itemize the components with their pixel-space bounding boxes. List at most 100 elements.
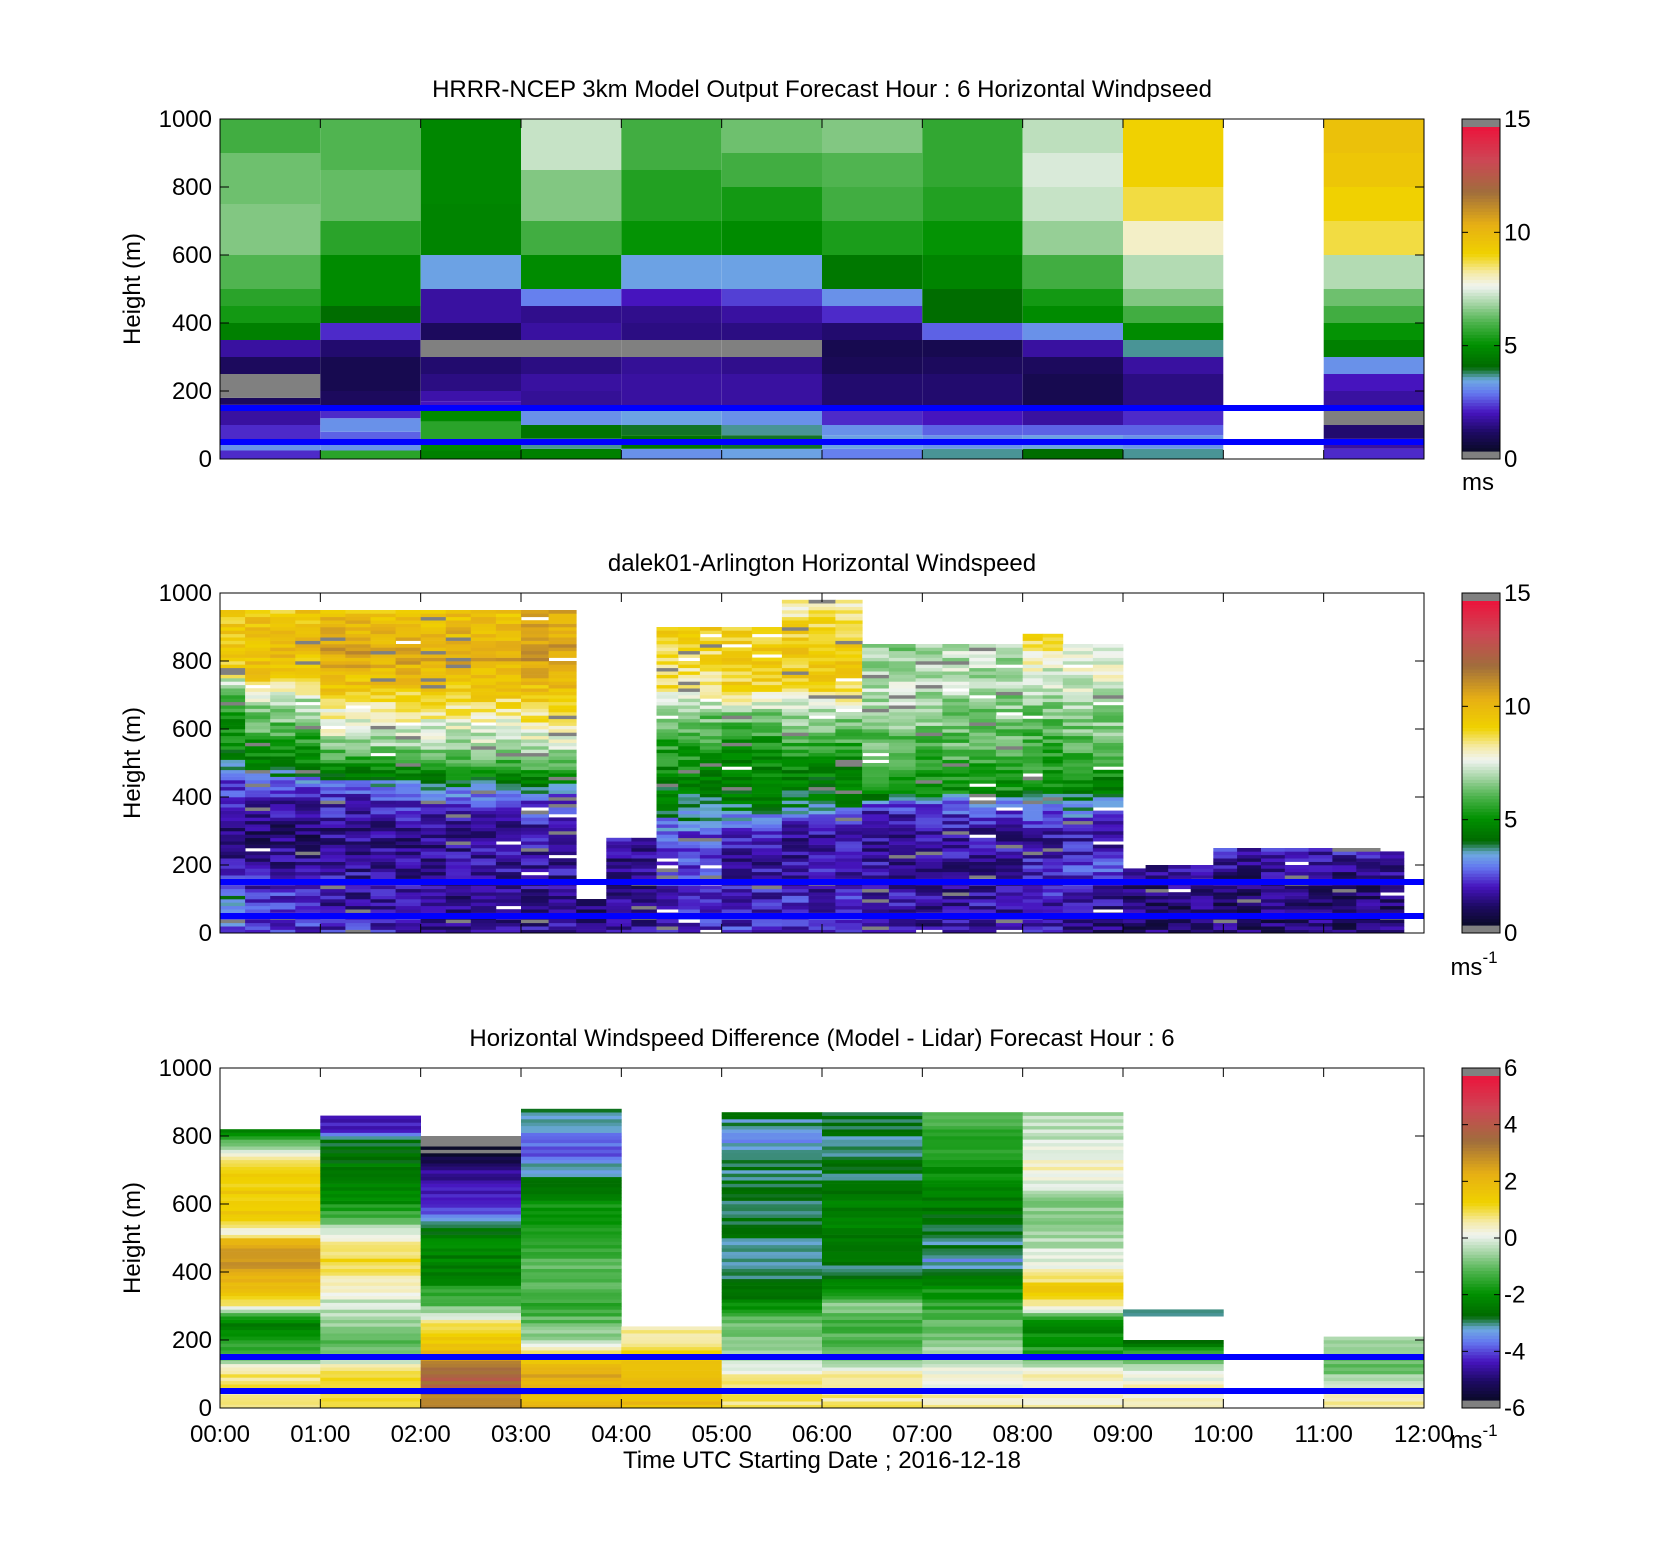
heatmap-cell	[470, 905, 497, 910]
heatmap-cell	[781, 780, 810, 784]
heatmap-cell	[1284, 848, 1309, 852]
heatmap-cell	[922, 1397, 1023, 1402]
colorbar-swatch	[1462, 607, 1500, 612]
heatmap-cell	[548, 837, 577, 842]
heatmap-cell	[922, 1149, 1023, 1154]
heatmap-cell	[721, 793, 753, 798]
heatmap-cell	[495, 868, 522, 873]
heatmap-cell	[1062, 718, 1094, 723]
heatmap-cell	[888, 654, 917, 658]
heatmap-cell	[915, 926, 943, 930]
heatmap-cell	[1168, 885, 1192, 890]
heatmap-cell	[822, 323, 923, 340]
colorbar-swatch	[1462, 438, 1500, 442]
heatmap-cell	[445, 922, 472, 927]
heatmap-cell	[621, 1336, 722, 1341]
heatmap-cell	[835, 725, 863, 730]
heatmap-cell	[1042, 759, 1064, 764]
heatmap-cell	[1237, 858, 1262, 862]
heatmap-cell	[656, 888, 679, 893]
heatmap-cell	[621, 170, 722, 221]
heatmap-cell	[521, 1397, 622, 1402]
heatmap-cell	[1168, 926, 1192, 930]
heatmap-cell	[969, 902, 997, 907]
heatmap-cell	[395, 698, 422, 703]
colorbar-swatch	[1462, 1137, 1500, 1142]
heatmap-cell	[1237, 875, 1262, 879]
heatmap-cell	[395, 729, 422, 733]
heatmap-cell	[320, 909, 346, 913]
heatmap-cells	[220, 119, 1424, 459]
heatmap-cell	[888, 865, 917, 869]
heatmap-cell	[295, 861, 321, 866]
heatmap-cell	[1042, 800, 1064, 805]
colorbar-swatch	[1462, 1263, 1500, 1268]
heatmap-cell	[445, 817, 472, 822]
heatmap-cell	[270, 790, 296, 794]
heatmap-cell	[1062, 708, 1094, 713]
heatmap-cell	[345, 854, 371, 859]
heatmap-cell	[220, 902, 246, 907]
heatmap-cell	[721, 688, 753, 692]
heatmap-cell	[521, 1319, 622, 1324]
heatmap-cell	[420, 1221, 522, 1225]
heatmap-cell	[751, 678, 783, 682]
heatmap-cell	[862, 746, 890, 750]
colorbar-unit-base: ms	[1450, 1427, 1482, 1454]
heatmap-cell	[862, 729, 890, 733]
heatmap-cell	[1092, 885, 1124, 890]
heatmap-cell	[1323, 340, 1424, 357]
heatmap-cell	[699, 899, 722, 903]
colorbar-swatch	[1462, 1357, 1500, 1362]
heatmap-cell	[699, 725, 722, 730]
heatmap-cell	[521, 763, 549, 767]
colorbar-swatch	[1462, 1390, 1500, 1395]
heatmap-cell	[1092, 905, 1124, 910]
heatmap-cell	[295, 841, 321, 845]
heatmap-cell	[420, 323, 521, 340]
heatmap-cell	[678, 684, 701, 689]
heatmap-cell	[922, 1316, 1023, 1320]
heatmap-cell	[1022, 1306, 1124, 1310]
heatmap-cell	[370, 769, 396, 774]
heatmap-cell	[370, 780, 396, 784]
heatmap-cell	[470, 742, 497, 747]
heatmap-cell	[721, 817, 753, 822]
heatmap-cell	[751, 837, 783, 842]
heatmap-cell	[395, 671, 422, 675]
heatmap-cell	[295, 783, 321, 788]
heatmap-cell	[781, 684, 810, 689]
heatmap-cell	[822, 425, 923, 436]
heatmap-cell	[822, 1251, 923, 1256]
heatmap-cell	[495, 637, 522, 641]
heatmap-cell	[1168, 919, 1192, 924]
heatmap-cell	[862, 654, 890, 658]
heatmap-cell	[370, 834, 396, 839]
heatmap-cell	[1022, 1370, 1124, 1375]
heatmap-cell	[370, 926, 396, 930]
heatmap-cell	[420, 1136, 522, 1140]
heatmap-cell	[370, 824, 396, 828]
heatmap-cell	[1123, 408, 1224, 425]
heatmap-cell	[678, 763, 701, 767]
heatmap-cell	[445, 854, 472, 859]
heatmap-cell	[1323, 1363, 1425, 1368]
heatmap-cell	[445, 715, 472, 720]
heatmap-cell	[1168, 895, 1192, 900]
heatmap-cell	[445, 637, 472, 641]
heatmap-cell	[621, 289, 722, 306]
heatmap-cell	[822, 221, 923, 255]
heatmap-cell	[808, 739, 836, 743]
heatmap-cell	[942, 766, 970, 771]
heatmap-cell	[320, 732, 346, 737]
heatmap-cell	[370, 790, 396, 794]
heatmap-cell	[445, 793, 472, 798]
heatmap-cell	[656, 831, 679, 835]
heatmap-cell	[420, 725, 447, 730]
colorbar-swatch	[1462, 795, 1500, 800]
heatmap-cell	[808, 718, 836, 723]
heatmap-cell	[1022, 1346, 1124, 1351]
heatmap-cell	[1062, 834, 1094, 839]
heatmap-cell	[1022, 1255, 1124, 1259]
